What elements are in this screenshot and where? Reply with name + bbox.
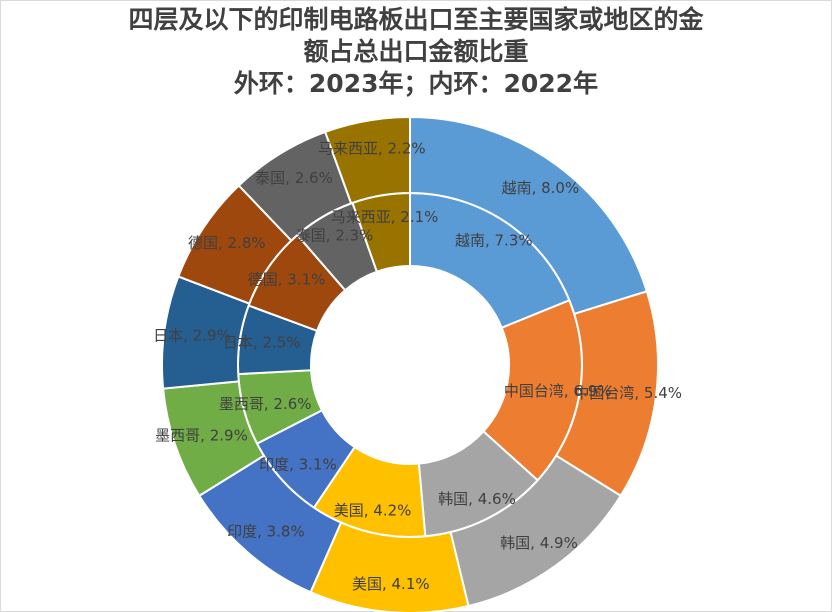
inner-slice-label-9: 泰国, 2.3% [296, 226, 374, 244]
inner-slice-label-10: 马来西亚, 2.1% [331, 208, 439, 226]
outer-slice-label-5: 印度, 3.8% [227, 522, 305, 540]
chart-title-line-1: 四层及以下的印制电路板出口至主要国家或地区的金 [128, 5, 704, 34]
inner-slice-label-5: 印度, 3.1% [259, 456, 337, 474]
outer-slice-label-3: 韩国, 4.9% [500, 534, 578, 552]
inner-slice-label-7: 日本, 2.5% [223, 334, 301, 352]
outer-slice-label-2: 中国台湾, 5.4% [574, 384, 682, 402]
outer-slice-label-1: 越南, 8.0% [502, 179, 580, 197]
outer-slice-label-9: 泰国, 2.6% [255, 169, 333, 187]
inner-slice-label-2: 中国台湾, 6.9% [504, 382, 612, 400]
chart-title-line-2: 额占总出口金额比重 [303, 37, 529, 66]
outer-slice-label-6: 墨西哥, 2.9% [155, 426, 248, 444]
chart-title: 四层及以下的印制电路板出口至主要国家或地区的金 额占总出口金额比重 外环：202… [0, 4, 832, 100]
outer-slice-label-8: 德国, 2.8% [188, 234, 266, 252]
inner-slice-label-3: 韩国, 4.6% [438, 490, 516, 508]
chart-subtitle: 外环：2023年；内环：2022年 [233, 69, 599, 98]
inner-slice-label-6: 墨西哥, 2.6% [219, 395, 312, 413]
inner-slice-label-8: 德国, 3.1% [248, 271, 326, 289]
outer-slice-label-7: 日本, 2.9% [153, 326, 231, 344]
inner-slice-label-4: 美国, 4.2% [334, 501, 412, 519]
labels-layer: 越南, 7.3% 中国台湾, 6.9% 韩国, 4.6% 美国, 4.2% 印度, 3.… [153, 139, 682, 593]
outer-slice-10 [323, 115, 411, 205]
outer-slice-label-4: 美国, 4.1% [352, 575, 430, 593]
inner-slice-label-1: 越南, 7.3% [455, 232, 533, 250]
outer-slice-label-10: 马来西亚, 2.2% [318, 139, 426, 157]
slices-layer [161, 115, 659, 612]
